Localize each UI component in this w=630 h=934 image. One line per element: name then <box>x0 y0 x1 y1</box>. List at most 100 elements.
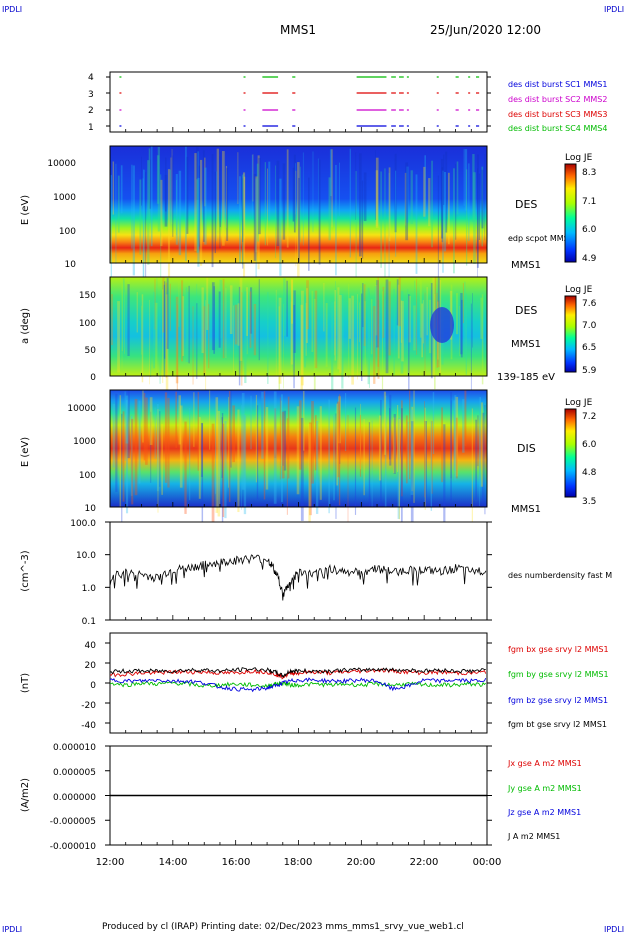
spectrogram-stripe <box>478 173 481 240</box>
spectrogram-stripe <box>424 292 426 375</box>
spectrogram-stripe <box>156 155 160 204</box>
spectrogram-stripe <box>176 180 177 236</box>
spectrogram-stripe <box>422 300 424 344</box>
spectrogram-stripe <box>211 282 215 351</box>
spectrogram-stripe <box>481 169 484 229</box>
spectrogram-stripe <box>250 287 253 334</box>
spectrogram-stripe <box>251 154 253 219</box>
spectrogram-stripe <box>278 297 282 384</box>
spectrogram-stripe <box>232 405 235 463</box>
des-pitch-spectrogram <box>110 277 487 376</box>
spectrogram-stripe <box>348 283 350 378</box>
spectrogram-stripe <box>169 283 171 331</box>
spectrogram-stripe <box>312 151 314 233</box>
spectrogram-stripe <box>481 166 484 247</box>
panel-magnetic-field: 40 20 0 -20 -40 (nT) fgm bx gse srvy l2 … <box>20 632 609 734</box>
disE-cbar-title: Log JE <box>565 398 593 408</box>
spectrogram-stripe <box>186 156 189 234</box>
spectrogram-stripe <box>413 305 416 351</box>
spectrogram-stripe <box>209 390 211 450</box>
spectrogram-stripe <box>397 405 399 473</box>
spectrogram-stripe <box>249 291 252 348</box>
spectrogram-stripe <box>286 280 288 337</box>
b-ytick-0: 0 <box>90 681 96 691</box>
spectrogram-stripe <box>453 168 455 274</box>
disE-label-dis: DIS <box>517 442 536 455</box>
spectrogram-stripe <box>368 422 371 506</box>
desP-ytick-0: 0 <box>90 373 96 383</box>
spectrogram-stripe <box>148 148 151 224</box>
spectrogram-stripe <box>178 395 182 445</box>
spectrogram-stripe <box>198 417 201 499</box>
spectrogram-stripe <box>337 287 340 370</box>
spectrogram-stripe <box>254 176 258 253</box>
spectrogram-stripe <box>267 168 269 246</box>
spectrogram-stripe <box>464 281 466 358</box>
spectrogram-stripe <box>160 179 163 247</box>
spectrogram-stripe <box>275 165 276 259</box>
spectrogram-stripe <box>445 151 448 233</box>
spectrogram-stripe <box>389 394 392 466</box>
spectrogram-stripe <box>371 299 373 355</box>
spectrogram-stripe <box>360 287 362 371</box>
spectrogram-stripe <box>121 284 123 369</box>
spectrogram-stripe <box>243 172 246 283</box>
spectrogram-stripe <box>455 417 458 479</box>
density-line <box>109 554 487 601</box>
spectrogram-stripe <box>359 414 362 477</box>
spectrogram-stripe <box>156 277 158 346</box>
spectrogram-stripe <box>253 173 257 261</box>
spectrogram-stripe <box>196 179 199 253</box>
spectrogram-stripe <box>165 282 168 378</box>
spectrogram-stripe <box>122 278 125 348</box>
spectrogram-stripe <box>164 392 168 483</box>
spectrogram-stripe <box>286 418 288 515</box>
spectrogram-stripe <box>178 170 182 256</box>
spectrogram-stripe <box>388 281 391 356</box>
spectrogram-stripe <box>383 300 385 348</box>
spectrogram-stripe <box>385 279 389 374</box>
disE-colorbar <box>564 408 577 498</box>
spectrogram-stripe <box>468 163 470 242</box>
spectrogram-stripe <box>295 170 297 267</box>
spectrogram-stripe <box>300 417 304 521</box>
spectrogram-stripe <box>314 415 317 471</box>
spectrogram-stripe <box>447 172 450 245</box>
spectrogram-stripe <box>275 289 277 377</box>
spectrogram-stripe <box>360 403 361 470</box>
spectrogram-stripe <box>367 287 370 385</box>
spectrogram-stripe <box>141 294 144 383</box>
desE-cbar-tick-1: 8.3 <box>582 168 596 178</box>
spectrogram-stripe <box>345 393 347 452</box>
b-ytick-m20: -20 <box>81 701 96 711</box>
spectrogram-stripe <box>479 396 481 487</box>
spectrogram-stripe <box>328 177 331 241</box>
panel-des-pitch: 150 100 50 0 a (deg) DES MMS1 139-185 eV… <box>20 276 597 402</box>
spectrogram-stripe <box>204 293 206 354</box>
spectrogram-stripe <box>319 406 322 500</box>
spectrogram-stripe <box>398 277 401 327</box>
spectrogram-stripe <box>250 395 252 450</box>
des-energy-variations <box>110 146 486 293</box>
spectrogram-stripe <box>127 390 130 459</box>
spectrogram-stripe <box>334 301 336 356</box>
spectrogram-stripe <box>124 292 125 354</box>
spectrogram-stripe <box>450 392 452 502</box>
desP-label-des: DES <box>515 304 537 317</box>
spectrogram-stripe <box>121 413 123 528</box>
legend-sc1: des dist burst SC1 MMS1 <box>508 80 607 89</box>
dens-ytick-100: 100.0 <box>70 519 96 529</box>
spectrogram-stripe <box>455 163 457 240</box>
footer-text: Produced by cl (IRAP) Printing date: 02/… <box>102 922 464 932</box>
dis-energy-spectrogram <box>110 390 487 507</box>
spectrogram-stripe <box>143 169 145 284</box>
spectrogram-stripe <box>408 295 411 343</box>
spectrogram-stripe <box>424 407 426 511</box>
spectrogram-stripe <box>237 409 240 513</box>
spectrogram-stripe <box>268 161 271 221</box>
j-legend-jz: Jz gse A m2 MMS1 <box>507 808 581 817</box>
spectrogram-stripe <box>136 292 138 333</box>
spectrogram-stripe <box>404 172 407 226</box>
footer-left-tag: IPDLI <box>2 925 22 934</box>
spectrogram-stripe <box>378 415 382 481</box>
